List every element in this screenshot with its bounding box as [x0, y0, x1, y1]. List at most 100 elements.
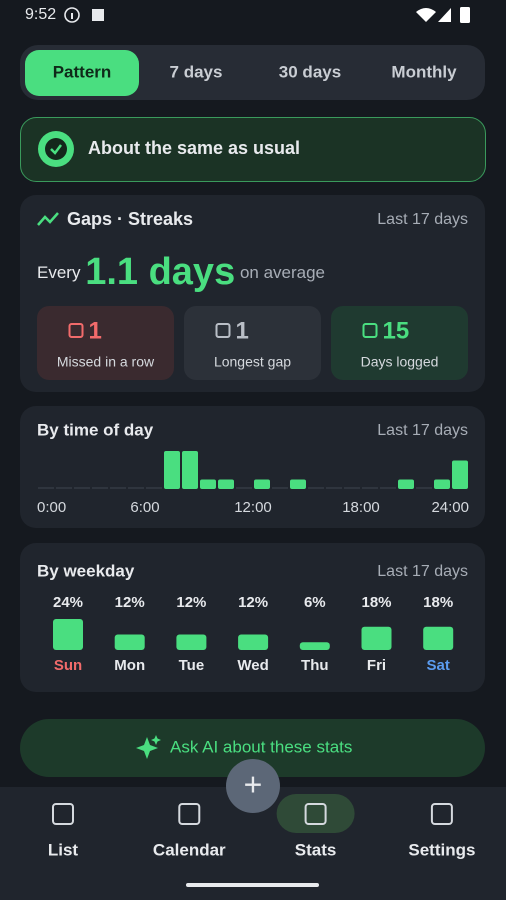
- info-icon: [64, 7, 80, 23]
- bar-empty: [272, 487, 288, 489]
- average: 1.1 days: [85, 251, 235, 293]
- home-indicator: [186, 883, 319, 887]
- bar: [200, 479, 216, 489]
- bar-empty: [74, 487, 90, 489]
- bar: [361, 626, 392, 650]
- x-tick-label: 24:00: [431, 499, 469, 516]
- stat-label: Missed in a row: [57, 354, 155, 370]
- bar: [238, 634, 269, 650]
- ask-ai-button[interactable]: [20, 719, 485, 777]
- nav-label[interactable]: Stats: [295, 840, 337, 859]
- nav-label[interactable]: Settings: [408, 840, 475, 859]
- value-label: 12%: [115, 594, 145, 611]
- nav-icon[interactable]: [178, 803, 201, 825]
- nav-icon[interactable]: [430, 803, 453, 825]
- bar: [290, 479, 306, 489]
- check-mark: [50, 144, 62, 155]
- sparkle-icon: [136, 735, 161, 759]
- bar: [254, 479, 270, 489]
- chart-title: By time of day: [37, 420, 154, 439]
- stat-value: 15: [383, 317, 410, 344]
- stat-value: 1: [236, 317, 249, 344]
- battery-icon: [460, 7, 470, 23]
- tab[interactable]: Monthly: [391, 62, 457, 81]
- stat-value: 1: [89, 317, 102, 344]
- bar-empty: [128, 487, 144, 489]
- x-tick-label: Sat: [427, 657, 450, 674]
- banner-text: About the same as usual: [88, 138, 300, 158]
- value-label: 12%: [238, 594, 268, 611]
- bar: [434, 479, 450, 489]
- x-tick-label: 18:00: [342, 499, 380, 516]
- app-icon: [92, 9, 104, 21]
- time-card: [20, 406, 485, 528]
- bar: [53, 619, 83, 650]
- nav-icon[interactable]: [304, 803, 327, 825]
- fab[interactable]: [226, 759, 280, 813]
- x-tick-label: 0:00: [37, 499, 66, 516]
- stat-icon: [362, 323, 378, 338]
- nav-label[interactable]: Calendar: [153, 840, 226, 859]
- every-text: Every 1.1 days on average: [37, 251, 325, 293]
- bar-empty: [236, 487, 252, 489]
- suffix: on average: [240, 263, 325, 282]
- x-tick-label: 12:00: [234, 499, 272, 516]
- bar: [452, 460, 468, 489]
- x-tick-label: Fri: [367, 657, 386, 674]
- stat-label: Longest gap: [214, 354, 291, 370]
- status-time: 9:52: [25, 6, 56, 23]
- bar: [218, 479, 234, 489]
- tab[interactable]: 7 days: [170, 62, 223, 81]
- check-icon-inner: [45, 138, 67, 160]
- bar-empty: [344, 487, 360, 489]
- chart-subtitle: Last 17 days: [377, 422, 468, 439]
- card-range: Last 17 days: [377, 211, 468, 228]
- bar-empty: [416, 487, 432, 489]
- bar-empty: [146, 487, 162, 489]
- wifi-icon: [416, 8, 436, 22]
- stat-icon: [68, 323, 84, 338]
- bar: [164, 451, 180, 489]
- value-label: 18%: [423, 594, 453, 611]
- stat-label: Days logged: [361, 354, 439, 370]
- nav-active-bg[interactable]: [276, 794, 355, 833]
- tab-active-bg[interactable]: [25, 50, 139, 96]
- bar-empty: [38, 487, 54, 489]
- signal-icon: [438, 8, 451, 22]
- bar: [299, 642, 330, 650]
- bar-empty: [56, 487, 72, 489]
- x-tick-label: Sun: [54, 657, 82, 674]
- bar: [182, 451, 198, 489]
- tab[interactable]: Pattern: [53, 62, 112, 81]
- value-label: 18%: [361, 594, 391, 611]
- prefix: Every: [37, 263, 81, 282]
- tab[interactable]: 30 days: [279, 62, 341, 81]
- stat-icon: [215, 323, 231, 338]
- value-label: 12%: [176, 594, 206, 611]
- bar: [423, 626, 454, 650]
- chart-subtitle: Last 17 days: [377, 563, 468, 580]
- bar-empty: [380, 487, 396, 489]
- nav-icon[interactable]: [52, 803, 74, 825]
- x-tick-label: Thu: [301, 657, 329, 674]
- ask-ai-text[interactable]: Ask AI about these stats: [170, 737, 352, 756]
- weekday-card: [20, 543, 485, 692]
- bar: [176, 634, 207, 650]
- card-title: Gaps · Streaks: [67, 209, 193, 229]
- fab-label[interactable]: +: [244, 766, 263, 802]
- nav-label[interactable]: List: [48, 840, 79, 859]
- bar: [398, 479, 414, 489]
- bar: [114, 634, 145, 650]
- info-icon-dot: [71, 13, 73, 19]
- bar-empty: [326, 487, 342, 489]
- status-banner: [20, 117, 486, 182]
- bar-empty: [362, 487, 378, 489]
- bar-empty: [110, 487, 126, 489]
- x-tick-label: 6:00: [130, 499, 159, 516]
- value-label: 6%: [304, 594, 326, 611]
- x-tick-label: Mon: [114, 657, 145, 674]
- x-tick-label: Wed: [237, 657, 268, 674]
- x-tick-label: Tue: [179, 657, 205, 674]
- trend-icon: [37, 212, 59, 226]
